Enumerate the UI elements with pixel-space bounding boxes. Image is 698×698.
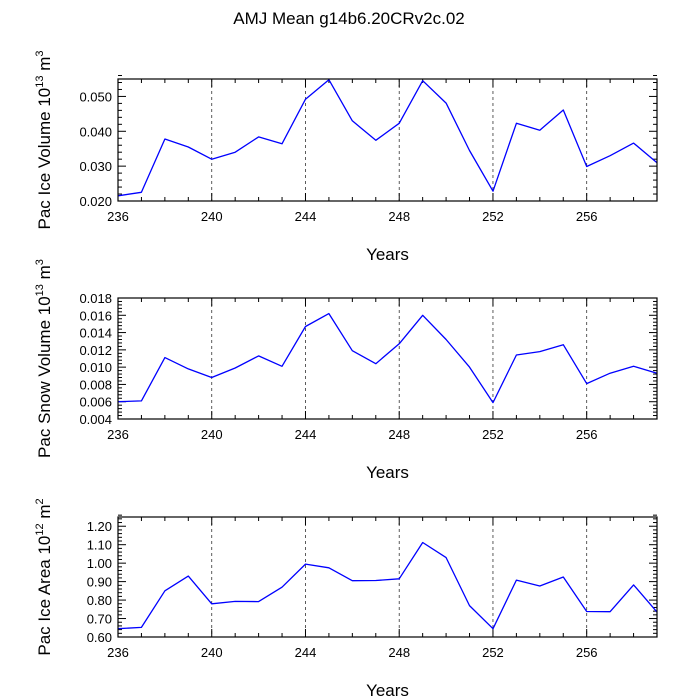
y-tick-label: 0.008 [79,377,112,392]
plot-panel-1: 236 240 244 248 252 256 0.020 0.030 0.040 0.050 Ye… [34,50,658,264]
x-tick-label: 236 [107,645,129,660]
x-tick-label: 252 [482,645,504,660]
x-axis-label: Years [366,681,409,698]
y-tick-label: 0.014 [79,326,112,341]
y-axis-label: Pac Snow Volume 1013 m3 [34,259,54,458]
series-line [117,312,658,404]
y-tick-label: 0.050 [79,89,112,104]
y-tick-label: 0.70 [87,612,112,627]
y-tick-label: 0.90 [87,575,112,590]
y-tick-label: 0.018 [79,291,112,306]
y-tick-label: 0.030 [79,159,112,174]
x-tick-label: 244 [295,209,317,224]
x-tick-label: 236 [107,209,129,224]
y-tick-label: 0.60 [87,630,112,645]
y-tick-label: 1.10 [87,538,112,553]
plot-panel-2: 236 240 244 248 252 256 0.004 0.006 0.008 0.010 0.… [34,259,658,482]
x-tick-label: 248 [388,645,410,660]
x-tick-label: 244 [295,427,317,442]
plot-frame [117,78,658,202]
y-tick-label: 0.006 [79,395,112,410]
x-tick-label: 236 [107,427,129,442]
x-tick-label: 244 [295,645,317,660]
x-tick-label: 256 [576,209,598,224]
x-tick-label: 240 [201,427,223,442]
plot-panel-3: 236 240 244 248 252 256 0.60 0.70 0.80 0.90 1.00 1.… [34,498,658,698]
panels: 236 240 244 248 252 256 0.020 0.030 0.040 0.050 Ye… [34,50,658,698]
x-tick-label: 252 [482,209,504,224]
x-axis-label: Years [366,245,409,264]
y-axis-label: Pac Ice Volume 1013 m3 [34,50,54,229]
y-tick-label: 0.80 [87,593,112,608]
series-line [117,79,658,197]
plot-frame [117,297,658,420]
x-tick-label: 248 [388,427,410,442]
y-tick-label: 0.040 [79,124,112,139]
y-tick-label: 0.010 [79,360,112,375]
x-tick-label: 248 [388,209,410,224]
y-tick-label: 0.016 [79,308,112,323]
x-axis-label: Years [366,463,409,482]
y-tick-label: 1.00 [87,556,112,571]
y-tick-label: 0.004 [79,412,112,427]
plot-frame [117,516,658,638]
chart-title: AMJ Mean g14b6.20CRv2c.02 [233,9,465,28]
x-tick-label: 256 [576,645,598,660]
x-tick-label: 256 [576,427,598,442]
x-tick-label: 252 [482,427,504,442]
x-tick-label: 240 [201,645,223,660]
y-tick-label: 0.012 [79,343,112,358]
series-line [117,541,658,630]
y-tick-label: 1.20 [87,519,112,534]
y-axis-label: Pac Ice Area 1012 m2 [34,498,54,655]
x-tick-label: 240 [201,209,223,224]
y-tick-label: 0.020 [79,194,112,209]
